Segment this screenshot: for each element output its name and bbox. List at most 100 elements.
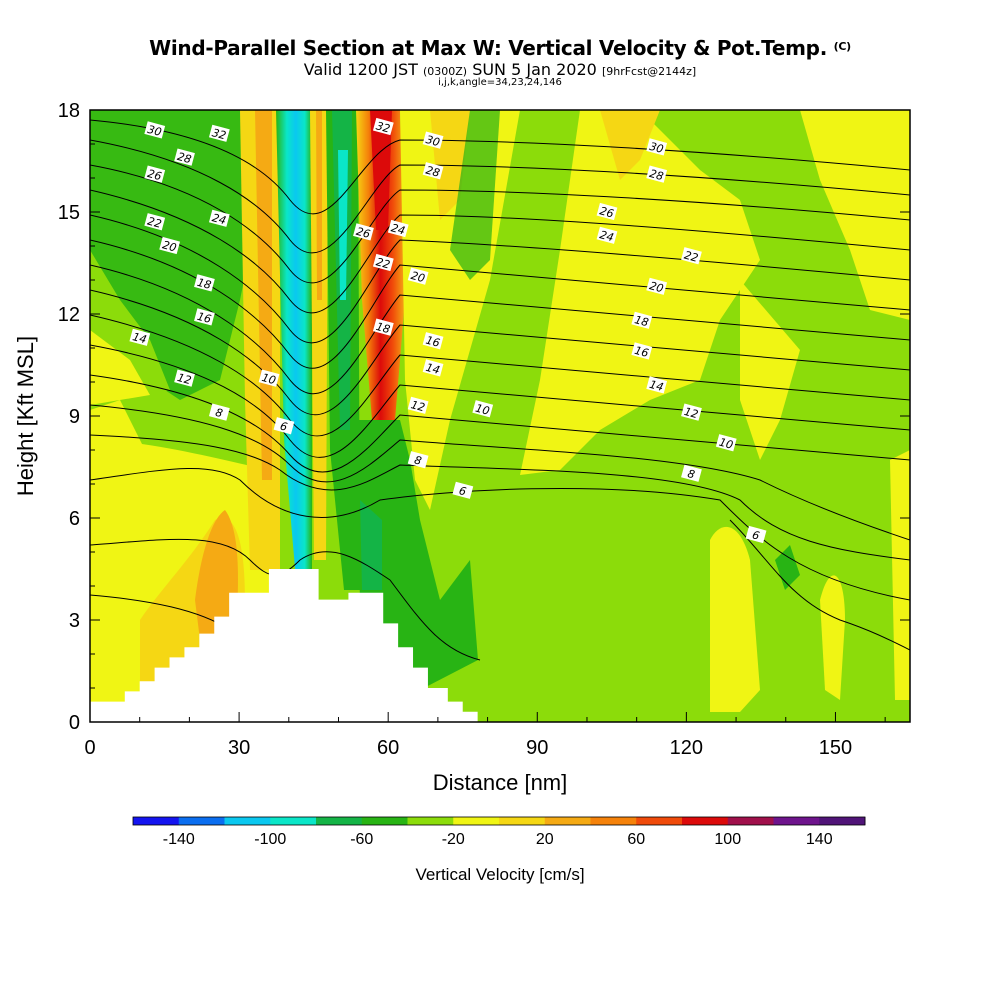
colorbar-swatch-15	[819, 817, 866, 825]
theta-contour-1	[90, 119, 910, 215]
theta-label-text: 16	[424, 334, 441, 350]
theta-label-bg	[422, 162, 444, 180]
subtitle-forecast: [9hrFcst@2144z]	[601, 65, 697, 78]
theta-label-bg	[208, 124, 230, 142]
theta-label-text: 24	[211, 211, 228, 227]
theta-label-16: 28	[422, 162, 444, 180]
theta-label-6: 20	[159, 236, 181, 255]
subtitle-indices: i,j,k,angle=34,23,24,146	[438, 77, 562, 88]
theta-label-14: 32	[372, 117, 394, 136]
colorbar: -140 -100 -60 -20 20 60 100 140	[132, 816, 866, 848]
subtitle-valid: Valid 1200 JST	[303, 60, 418, 79]
theta-label-text: 22	[683, 249, 700, 265]
theta-label-12: 8	[208, 403, 230, 421]
theta-label-15: 30	[422, 131, 444, 149]
theta-label-text: 26	[146, 167, 163, 183]
colorbar-tick-label: 60	[627, 831, 645, 848]
subtitle-date: SUN 5 Jan 2020	[472, 60, 597, 79]
theta-label-bg	[144, 213, 166, 231]
field-positive-plume-core	[370, 110, 392, 230]
terrain-mask	[90, 569, 478, 722]
theta-label-text: 30	[146, 123, 163, 139]
theta-contour-13	[90, 434, 910, 561]
y-tick-label: 3	[69, 610, 80, 632]
theta-label-text: 28	[176, 150, 193, 166]
colorbar-tick-label: -100	[254, 831, 286, 848]
field-left-yellow-tip	[90, 330, 150, 405]
theta-label-bg	[174, 369, 195, 387]
field-lower-right-yellow-2	[820, 575, 845, 700]
theta-label-28: 30	[646, 138, 668, 156]
theta-label-9: 14	[129, 328, 151, 346]
theta-label-text: 14	[131, 330, 148, 346]
theta-label-bg	[596, 226, 618, 244]
theta-contour-labels: 30 32 28 26 24 22 20 18 16 14 12 10 8 6 32 30 28 26 24 22 20…	[129, 117, 767, 544]
theta-contour-3	[90, 164, 910, 284]
theta-label-bg	[646, 277, 668, 295]
colorbar-title: Vertical Velocity [cm/s]	[415, 865, 584, 884]
colorbar-swatch-11	[636, 817, 683, 825]
field-mid-orange-streak	[316, 110, 322, 300]
theta-label-text: 12	[683, 405, 700, 421]
colorbar-swatch-0	[133, 817, 180, 825]
theta-label-34: 18	[631, 311, 653, 329]
theta-contour-15	[90, 538, 481, 661]
theta-label-bg	[353, 223, 374, 241]
theta-label-bg	[159, 236, 181, 255]
theta-label-31: 24	[596, 226, 618, 244]
theta-label-text: 18	[633, 313, 650, 329]
y-tick-label: 18	[58, 100, 80, 122]
x-axis: 0 30 60 90 120 150	[84, 712, 886, 759]
theta-label-bg	[681, 464, 702, 482]
copyright-mark: (C)	[833, 40, 852, 53]
y-axis: 0 3 6 9 12 15 18	[58, 100, 910, 734]
colorbar-tick-label: 100	[714, 831, 741, 848]
theta-label-22: 16	[422, 332, 444, 350]
theta-label-bg	[407, 396, 429, 414]
theta-contour-4	[90, 189, 910, 314]
theta-label-bg	[144, 121, 166, 139]
theta-label-19: 22	[372, 253, 394, 272]
theta-label-text: 12	[176, 371, 193, 387]
chart-title: Wind-Parallel Section at Max W: Vertical…	[0, 36, 1000, 60]
theta-label-text: 10	[718, 436, 735, 452]
theta-label-39: 8	[681, 464, 702, 482]
y-tick-label: 6	[69, 508, 80, 530]
theta-label-13: 6	[273, 417, 295, 435]
theta-label-text: 8	[413, 453, 423, 467]
x-axis-label: Distance [nm]	[433, 770, 568, 795]
chart-title-text: Wind-Parallel Section at Max W: Vertical…	[149, 36, 827, 60]
theta-label-40: 6	[745, 525, 767, 544]
chart-subtitle: Valid 1200 JST (0300Z) SUN 5 Jan 2020 [9…	[0, 60, 1000, 79]
x-tick-label: 90	[526, 737, 548, 759]
theta-label-text: 10	[474, 402, 491, 418]
theta-label-text: 14	[424, 361, 441, 377]
colorbar-tick-label: -140	[163, 831, 195, 848]
subtitle-utc: (0300Z)	[422, 65, 468, 78]
theta-label-23: 14	[422, 359, 444, 377]
theta-label-27: 6	[452, 481, 474, 499]
theta-contour-17	[729, 519, 910, 651]
theta-label-bg	[258, 369, 280, 387]
theta-label-bg	[129, 328, 151, 346]
theta-label-3: 26	[144, 165, 166, 183]
theta-label-11: 10	[258, 369, 280, 387]
field-left-orange-streak	[255, 110, 272, 480]
theta-label-20: 20	[407, 267, 429, 285]
theta-label-text: 30	[648, 140, 665, 156]
theta-label-10: 12	[174, 369, 195, 387]
colorbar-swatch-14	[773, 817, 820, 825]
theta-label-text: 20	[409, 269, 426, 285]
colorbar-tick-label: -20	[442, 831, 465, 848]
theta-label-21: 18	[372, 318, 394, 336]
theta-contour-2	[90, 139, 910, 254]
theta-label-bg	[472, 400, 494, 418]
theta-label-bg	[372, 253, 394, 272]
theta-label-text: 24	[390, 221, 407, 237]
colorbar-swatch-5	[361, 817, 408, 825]
theta-label-text: 32	[211, 126, 228, 142]
y-tick-label: 0	[69, 712, 80, 734]
field-leeside-descent-core	[360, 500, 382, 590]
theta-label-bg	[646, 138, 668, 156]
theta-label-18: 24	[387, 219, 409, 238]
